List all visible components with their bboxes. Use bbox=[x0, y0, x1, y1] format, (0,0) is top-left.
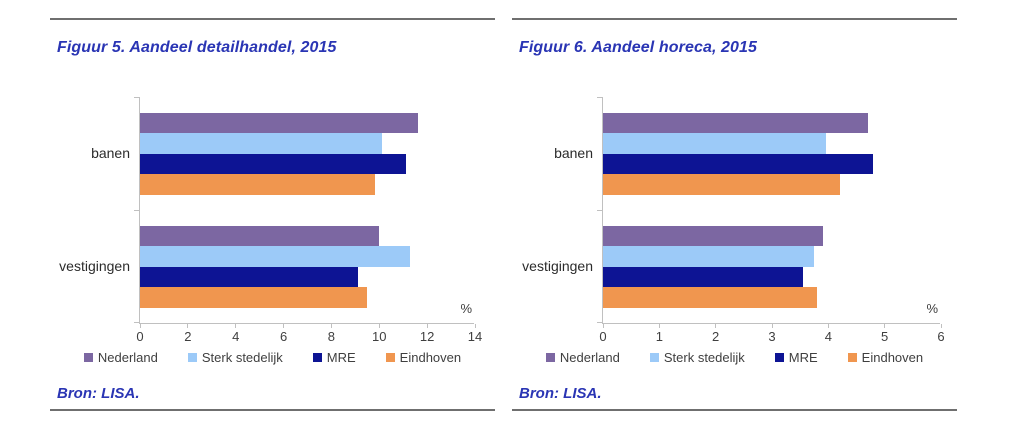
category-label-vestigingen: vestigingen bbox=[59, 257, 130, 274]
legend-item-sterk-stedelijk: Sterk stedelijk bbox=[187, 350, 283, 365]
top-divider-right bbox=[512, 18, 957, 20]
category-axis-tick bbox=[597, 322, 602, 323]
category-axis-tick bbox=[134, 210, 139, 211]
legend-label-mre: MRE bbox=[326, 350, 356, 365]
legend-swatch-eindhoven bbox=[847, 353, 857, 362]
bar-eindhoven-vestigingen bbox=[603, 287, 817, 308]
x-axis-tick bbox=[715, 324, 717, 328]
x-axis-tick bbox=[187, 324, 189, 328]
x-axis-tick bbox=[602, 324, 604, 328]
bar-mre-banen bbox=[603, 153, 873, 174]
bottom-divider-right bbox=[512, 409, 957, 411]
x-axis-tick-label: 8 bbox=[327, 329, 336, 344]
x-axis-tick-label: 0 bbox=[136, 329, 144, 344]
figure-5-section: Figuur 5. Aandeel detailhandel, 2015 ban… bbox=[50, 0, 495, 438]
legend-swatch-mre bbox=[312, 353, 322, 362]
bar-sterk-stedelijk-vestigingen bbox=[140, 246, 410, 267]
bar-nederland-banen bbox=[603, 112, 868, 133]
x-axis-tick bbox=[378, 324, 380, 328]
legend-label-nederland: Nederland bbox=[559, 350, 620, 365]
figure-5-source: Bron: LISA. bbox=[57, 385, 140, 402]
plot-area: banen vestigingen 0 1 2 3 4 5 6% bbox=[522, 97, 945, 344]
bar-mre-banen bbox=[140, 153, 406, 174]
x-axis-tick-label: 12 bbox=[419, 329, 435, 344]
bar-nederland-vestigingen bbox=[140, 225, 379, 246]
chart-legend: Nederland Sterk stedelijk MRE Eindhoven bbox=[50, 350, 495, 365]
legend-swatch-sterk-stedelijk bbox=[187, 353, 197, 362]
category-label-banen: banen bbox=[554, 144, 593, 161]
x-axis-tick-label: 14 bbox=[467, 329, 483, 344]
bar-eindhoven-banen bbox=[140, 174, 375, 195]
category-axis-tick bbox=[134, 97, 139, 98]
figure-6-source: Bron: LISA. bbox=[519, 385, 602, 402]
legend-item-mre: MRE bbox=[312, 350, 356, 365]
legend-swatch-mre bbox=[774, 353, 784, 362]
x-axis-tick-label: 6 bbox=[279, 329, 288, 344]
bar-nederland-banen bbox=[140, 112, 418, 133]
top-divider-left bbox=[50, 18, 495, 20]
category-axis-tick bbox=[597, 97, 602, 98]
x-axis-tick bbox=[426, 324, 428, 328]
x-axis-tick bbox=[474, 324, 476, 328]
chart-legend: Nederland Sterk stedelijk MRE Eindhoven bbox=[512, 350, 957, 365]
figure-6-title: Figuur 6. Aandeel horeca, 2015 bbox=[519, 39, 758, 56]
x-axis-tick-label: 4 bbox=[232, 329, 240, 344]
legend-swatch-sterk-stedelijk bbox=[649, 353, 659, 362]
bar-sterk-stedelijk-vestigingen bbox=[603, 246, 814, 267]
category-axis-tick bbox=[597, 210, 602, 211]
legend-label-sterk-stedelijk: Sterk stedelijk bbox=[663, 350, 745, 365]
x-axis-tick bbox=[283, 324, 285, 328]
percent-axis-label: % bbox=[460, 301, 472, 316]
bar-mre-vestigingen bbox=[603, 266, 803, 287]
x-axis-tick-label: 6 bbox=[937, 329, 945, 344]
legend-item-nederland: Nederland bbox=[83, 350, 158, 365]
x-axis-tick-label: 1 bbox=[655, 329, 663, 344]
x-axis-tick bbox=[235, 324, 237, 328]
percent-axis-label: % bbox=[926, 301, 938, 316]
bar-eindhoven-vestigingen bbox=[140, 287, 367, 308]
legend-item-eindhoven: Eindhoven bbox=[385, 350, 462, 365]
category-label-vestigingen: vestigingen bbox=[522, 257, 593, 274]
legend-item-nederland: Nederland bbox=[545, 350, 620, 365]
x-axis-tick bbox=[771, 324, 773, 328]
legend-item-eindhoven: Eindhoven bbox=[847, 350, 924, 365]
bar-nederland-vestigingen bbox=[603, 225, 823, 246]
x-axis-tick bbox=[827, 324, 829, 328]
bar-sterk-stedelijk-banen bbox=[140, 133, 382, 154]
bar-sterk-stedelijk-banen bbox=[603, 133, 826, 154]
bottom-divider-left bbox=[50, 409, 495, 411]
legend-swatch-nederland bbox=[545, 353, 555, 362]
bar-eindhoven-banen bbox=[603, 174, 840, 195]
legend-label-sterk-stedelijk: Sterk stedelijk bbox=[201, 350, 283, 365]
x-axis-tick-label: 2 bbox=[712, 329, 720, 344]
legend-item-mre: MRE bbox=[774, 350, 818, 365]
figure-6-section: Figuur 6. Aandeel horeca, 2015 banen vest… bbox=[512, 0, 957, 438]
legend-label-mre: MRE bbox=[788, 350, 818, 365]
category-axis-tick bbox=[134, 322, 139, 323]
legend-label-eindhoven: Eindhoven bbox=[399, 350, 462, 365]
bar-mre-vestigingen bbox=[140, 266, 358, 287]
legend-swatch-nederland bbox=[83, 353, 93, 362]
legend-label-nederland: Nederland bbox=[97, 350, 158, 365]
legend-item-sterk-stedelijk: Sterk stedelijk bbox=[649, 350, 745, 365]
legend-label-eindhoven: Eindhoven bbox=[861, 350, 924, 365]
x-axis-tick bbox=[884, 324, 886, 328]
detailhandel-bar-chart: banen vestigingen 0 2 4 6 8 10 12 14% Nederland St… bbox=[50, 97, 495, 365]
x-axis-tick bbox=[139, 324, 141, 328]
x-axis-tick-label: 5 bbox=[881, 329, 889, 344]
category-label-banen: banen bbox=[91, 144, 130, 161]
plot-area: banen vestigingen 0 2 4 6 8 10 12 14% bbox=[59, 97, 482, 344]
x-axis-tick-label: 3 bbox=[768, 329, 776, 344]
x-axis-tick-label: 2 bbox=[184, 329, 192, 344]
x-axis-tick bbox=[330, 324, 332, 328]
x-axis-tick-label: 0 bbox=[599, 329, 607, 344]
figure-5-title: Figuur 5. Aandeel detailhandel, 2015 bbox=[57, 39, 337, 56]
x-axis-tick bbox=[658, 324, 660, 328]
horeca-bar-chart: banen vestigingen 0 1 2 3 4 5 6% Nederland Sterk … bbox=[512, 97, 957, 365]
x-axis-tick-label: 10 bbox=[372, 329, 387, 344]
legend-swatch-eindhoven bbox=[385, 353, 395, 362]
x-axis-tick bbox=[940, 324, 942, 328]
x-axis-tick-label: 4 bbox=[824, 329, 832, 344]
